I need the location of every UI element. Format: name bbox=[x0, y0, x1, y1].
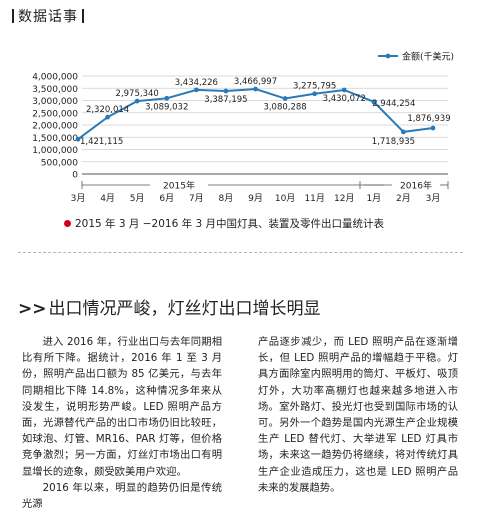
x-tick-label: 12月 bbox=[334, 193, 354, 204]
y-tick-label: 3,500,000 bbox=[32, 85, 78, 95]
article-title-text: 出口情况严峻，灯丝灯出口增长明显 bbox=[48, 299, 321, 319]
paragraph: 进入 2016 年，行业出口与去年同期相比有所下降。据统计，2016 年 1 至… bbox=[22, 336, 222, 478]
y-tick-label: 4,000,000 bbox=[32, 73, 78, 83]
data-point bbox=[430, 125, 436, 131]
x-tick-label: 8月 bbox=[219, 193, 234, 204]
y-tick-label: 3,000,000 bbox=[32, 97, 78, 107]
data-label: 3,466,997 bbox=[234, 77, 277, 87]
data-label: 2,320,014 bbox=[86, 105, 129, 115]
section-title: 数据话事 bbox=[18, 9, 78, 25]
caption-text: 2015 年 3 月 −2016 年 3 月中国灯具、装置及零件出口量统计表 bbox=[75, 218, 384, 230]
legend-marker bbox=[385, 53, 391, 59]
data-point bbox=[223, 88, 229, 94]
data-point bbox=[341, 87, 347, 93]
y-tick-label: 2,500,000 bbox=[32, 109, 78, 119]
data-point bbox=[75, 136, 81, 142]
data-label: 3,430,072 bbox=[323, 94, 366, 104]
data-label: 3,089,032 bbox=[145, 102, 188, 112]
x-tick-label: 1月 bbox=[366, 193, 381, 204]
data-label: 2,975,340 bbox=[116, 89, 159, 99]
data-point bbox=[253, 86, 258, 92]
data-label: 1,718,935 bbox=[372, 137, 415, 147]
data-point bbox=[164, 95, 170, 101]
caption-bullet-icon bbox=[64, 220, 71, 227]
article-column-right: 产品逐步减少，而 LED 照明产品在逐渐增长，但 LED 照明产品的增幅趋于平稳… bbox=[258, 334, 458, 496]
article-column-left: 进入 2016 年，行业出口与去年同期相比有所下降。据统计，2016 年 1 至… bbox=[22, 334, 222, 512]
y-tick-label: 1,000,000 bbox=[32, 146, 78, 156]
legend-label: 金额(千美元) bbox=[402, 51, 454, 63]
data-label: 3,387,195 bbox=[204, 95, 247, 105]
section-header: 数据话事 bbox=[8, 6, 88, 26]
x-tick-label: 10月 bbox=[275, 193, 295, 204]
x-tick-label: 3月 bbox=[71, 193, 86, 204]
y-tick-label: 2,000,000 bbox=[32, 122, 78, 132]
data-point bbox=[134, 98, 140, 104]
data-label: 3,275,795 bbox=[293, 82, 336, 92]
chart-caption: 2015 年 3 月 −2016 年 3 月中国灯具、装置及零件出口量统计表 bbox=[64, 216, 384, 231]
x-tick-label: 2月 bbox=[396, 193, 411, 204]
data-point bbox=[105, 114, 110, 120]
x-tick-label: 5月 bbox=[130, 193, 145, 204]
data-label: 3,434,226 bbox=[175, 78, 218, 88]
data-label: 1,421,115 bbox=[80, 137, 123, 147]
double-chevron-icon: >> bbox=[18, 299, 47, 319]
y-tick-label: 0 bbox=[72, 171, 78, 181]
y-tick-label: 500,000 bbox=[41, 158, 78, 168]
paragraph: 2016 年以来，明显的趋势仍旧是传统光源 bbox=[22, 481, 222, 511]
data-label: 1,876,939 bbox=[407, 114, 450, 124]
header-bar-left bbox=[12, 9, 14, 23]
data-point bbox=[312, 91, 318, 97]
x-tick-label: 4月 bbox=[100, 193, 115, 204]
x-tick-label: 3月 bbox=[426, 193, 441, 204]
x-tick-label: 11月 bbox=[304, 193, 324, 204]
data-point bbox=[371, 99, 377, 105]
header-bar-right bbox=[82, 9, 84, 23]
paragraph: 产品逐步减少，而 LED 照明产品在逐渐增长，但 LED 照明产品的增幅趋于平稳… bbox=[258, 336, 458, 494]
x-tick-label: 6月 bbox=[159, 193, 174, 204]
data-label: 2,944,254 bbox=[372, 99, 415, 109]
data-label: 3,080,288 bbox=[263, 103, 306, 113]
data-point bbox=[193, 87, 199, 93]
section-divider bbox=[18, 252, 463, 253]
x-tick-label: 7月 bbox=[189, 193, 204, 204]
y-tick-label: 1,500,000 bbox=[32, 134, 78, 144]
data-point bbox=[401, 129, 406, 135]
data-point bbox=[282, 96, 288, 101]
year-label: 2016年 bbox=[400, 180, 432, 192]
article-title: >> 出口情况严峻，灯丝灯出口增长明显 bbox=[18, 294, 321, 319]
line-chart: 0 500,000 1,000,000 1,500,000 2,000,000 2,500… bbox=[32, 51, 454, 205]
year-label: 2015年 bbox=[163, 180, 195, 192]
x-tick-label: 9月 bbox=[248, 193, 263, 204]
